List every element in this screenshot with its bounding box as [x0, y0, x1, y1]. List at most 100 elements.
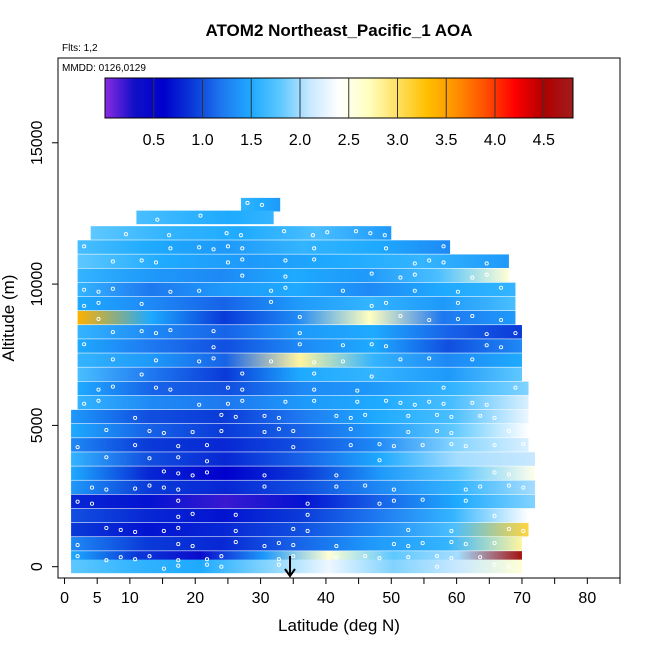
- heatmap-row: [71, 522, 529, 537]
- flights-note: Flts: 1,2: [62, 43, 98, 54]
- sample-point: [147, 483, 152, 488]
- sample-point: [133, 443, 138, 448]
- sample-point: [334, 413, 339, 418]
- sample-point: [262, 413, 267, 418]
- sample-point: [412, 402, 417, 407]
- sample-point: [168, 387, 173, 392]
- heatmap-row: [77, 395, 529, 410]
- sample-point: [153, 385, 159, 390]
- sample-point: [225, 401, 230, 406]
- sample-point: [82, 303, 87, 308]
- colorbar: 0.5 1.0 1.5 2.0 2.5 3.0 3.5 4.0 4.5: [104, 77, 574, 149]
- sample-point: [334, 484, 339, 489]
- sample-point: [262, 473, 267, 478]
- sample-point: [369, 342, 374, 347]
- sample-point: [484, 272, 489, 277]
- sample-point: [161, 485, 166, 490]
- sample-point: [240, 398, 245, 403]
- sample-point: [133, 415, 138, 420]
- sample-point: [463, 498, 468, 503]
- arrow-head: [284, 568, 296, 578]
- x-axis-title: Latitude (deg N): [278, 616, 400, 635]
- sample-point: [176, 558, 181, 563]
- heatmap-row: [77, 254, 509, 268]
- sample-point: [369, 271, 374, 276]
- sample-point: [377, 501, 382, 506]
- sample-point: [506, 526, 511, 532]
- colorbar-label: 3.0: [386, 132, 408, 149]
- sample-point: [312, 360, 317, 365]
- sample-point: [82, 342, 87, 347]
- sample-point: [305, 501, 310, 506]
- sample-point: [312, 398, 317, 403]
- sample-point: [297, 314, 302, 320]
- sample-point: [441, 244, 446, 249]
- sample-point: [363, 554, 368, 559]
- heatmap-row: [77, 367, 522, 382]
- sample-point: [478, 484, 483, 489]
- x-tick-label: 60: [448, 590, 466, 607]
- sample-point: [305, 528, 310, 534]
- sample-point: [384, 344, 389, 349]
- sample-point: [291, 428, 296, 434]
- sample-point: [176, 542, 181, 547]
- sample-point: [96, 387, 101, 392]
- sample-point: [384, 398, 389, 403]
- sample-point: [484, 402, 489, 407]
- sample-point: [353, 229, 359, 234]
- sample-point: [176, 455, 181, 460]
- sample-point: [478, 555, 483, 560]
- sample-point: [463, 487, 468, 492]
- heatmap-row: [71, 494, 536, 509]
- heatmap-cells: [71, 197, 536, 574]
- sample-point: [268, 288, 274, 293]
- colorbar-label: 2.0: [289, 132, 311, 149]
- sample-point: [412, 288, 417, 293]
- sample-point: [334, 544, 339, 549]
- sample-point: [297, 331, 302, 336]
- sample-point: [506, 428, 511, 434]
- sample-point: [420, 443, 425, 448]
- sample-point: [441, 401, 446, 406]
- sample-point: [297, 342, 302, 347]
- sample-point: [492, 415, 497, 420]
- chart-title: ATOM2 Northeast_Pacific_1 AOA: [205, 21, 472, 40]
- sample-point: [176, 487, 181, 492]
- sample-point: [245, 200, 250, 206]
- x-tick-label: 0: [60, 590, 69, 607]
- heatmap-row: [77, 310, 516, 325]
- sample-point: [240, 257, 245, 262]
- sample-point: [391, 542, 396, 547]
- sample-point: [449, 540, 454, 545]
- y-axis-title: Altitude (m): [0, 275, 18, 362]
- sample-point: [282, 229, 287, 234]
- sample-point: [384, 300, 389, 305]
- sample-point: [197, 245, 202, 250]
- sample-point: [521, 528, 526, 534]
- sample-point: [492, 562, 497, 567]
- sample-point: [449, 528, 454, 534]
- sample-point: [377, 556, 382, 561]
- sample-point: [384, 246, 389, 251]
- y-tick-label: 15000: [29, 120, 46, 165]
- sample-point: [441, 260, 446, 265]
- x-tick-label: 80: [578, 590, 596, 607]
- sample-point: [412, 261, 417, 266]
- sample-point: [492, 470, 497, 475]
- sample-point: [276, 557, 281, 562]
- heatmap-row: [71, 409, 529, 424]
- sample-point: [499, 317, 504, 323]
- sample-point: [420, 497, 425, 502]
- sample-point: [110, 357, 115, 362]
- sample-point: [441, 385, 446, 390]
- sample-point: [139, 301, 144, 306]
- sample-point: [233, 540, 238, 545]
- sample-point: [104, 525, 109, 531]
- sample-point: [506, 564, 511, 569]
- sample-point: [82, 401, 87, 406]
- sample-point: [96, 316, 101, 322]
- x-tick-label: 10: [121, 590, 139, 607]
- heatmap-row: [77, 381, 529, 396]
- x-tick-label: 40: [317, 590, 335, 607]
- sample-point: [147, 456, 152, 461]
